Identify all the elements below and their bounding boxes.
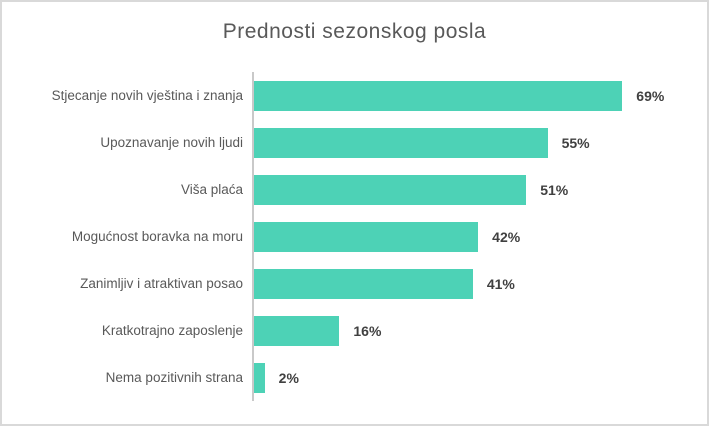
bar-track: 2% bbox=[252, 354, 679, 401]
bar bbox=[254, 174, 527, 205]
value-label: 2% bbox=[278, 369, 299, 386]
bar-track: 55% bbox=[252, 119, 679, 166]
category-label: Stjecanje novih vještina i znanja bbox=[51, 87, 243, 103]
bar bbox=[254, 362, 265, 393]
bar bbox=[254, 80, 623, 111]
bar-track: 51% bbox=[252, 166, 679, 213]
category-label: Mogućnost boravka na moru bbox=[71, 228, 243, 244]
bar bbox=[254, 315, 340, 346]
chart-title: Prednosti sezonskog posla bbox=[222, 20, 487, 43]
bar-track: 41% bbox=[252, 260, 679, 307]
category-label: Zanimljiv i atraktivan posao bbox=[80, 275, 243, 291]
bar-row: Kratkotrajno zaposlenje 16% bbox=[2, 307, 707, 354]
bar-row: Mogućnost boravka na moru 42% bbox=[2, 213, 707, 260]
category-label: Upoznavanje novih ljudi bbox=[100, 134, 243, 150]
bar-track: 69% bbox=[252, 72, 679, 119]
bar-chart-plot-area: Stjecanje novih vještina i znanja 69% Upoz… bbox=[2, 72, 707, 401]
bar-row: Nema pozitivnih strana 2% bbox=[2, 354, 707, 401]
bar-row: Upoznavanje novih ljudi 55% bbox=[2, 119, 707, 166]
value-label: 51% bbox=[540, 181, 569, 198]
category-label: Viša plaća bbox=[180, 181, 243, 197]
value-label: 42% bbox=[492, 228, 521, 245]
bar-row: Viša plaća 51% bbox=[2, 166, 707, 213]
bar-row: Zanimljiv i atraktivan posao 41% bbox=[2, 260, 707, 307]
value-label: 55% bbox=[561, 134, 590, 151]
category-label: Nema pozitivnih strana bbox=[105, 369, 243, 385]
bar bbox=[254, 221, 479, 252]
category-label: Kratkotrajno zaposlenje bbox=[101, 322, 243, 338]
bar bbox=[254, 127, 548, 158]
bar-row: Stjecanje novih vještina i znanja 69% bbox=[2, 72, 707, 119]
bar bbox=[254, 268, 473, 299]
value-label: 69% bbox=[636, 87, 665, 104]
value-label: 41% bbox=[486, 275, 515, 292]
bar-track: 42% bbox=[252, 213, 679, 260]
bar-track: 16% bbox=[252, 307, 679, 354]
value-label: 16% bbox=[353, 322, 382, 339]
